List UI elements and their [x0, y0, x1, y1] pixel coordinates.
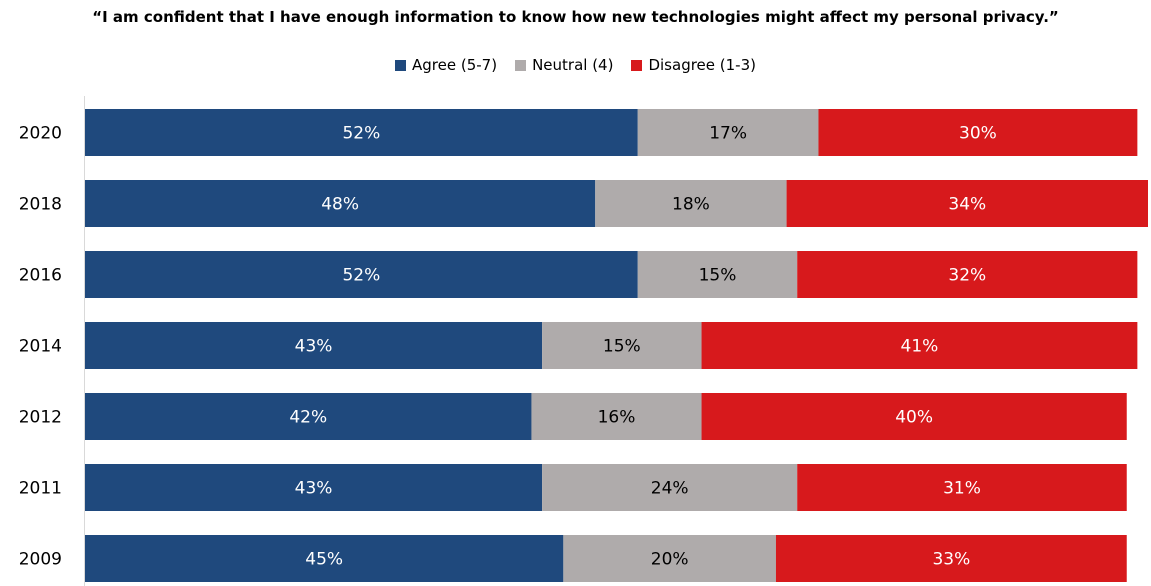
bar-segment [85, 322, 543, 369]
data-label: 42% [289, 408, 327, 428]
bar-segment [595, 180, 787, 227]
bar-segment [797, 464, 1127, 511]
y-tick-label: 2018 [19, 195, 62, 215]
legend-label: Agree (5-7) [412, 56, 498, 74]
data-label: 16% [598, 408, 636, 428]
data-label: 52% [342, 266, 380, 286]
legend-swatch [395, 59, 407, 71]
bar-segment [775, 535, 1127, 582]
bar-segment [701, 393, 1127, 440]
bar-segment [637, 251, 798, 298]
data-label: 15% [603, 337, 641, 357]
y-tick-label: 2014 [19, 337, 62, 357]
bar-segment [531, 393, 702, 440]
bar-segment [786, 180, 1148, 227]
y-tick-label: 2016 [19, 266, 62, 286]
chart-legend: Agree (5-7) Neutral (4) Disagree (1-3) [0, 56, 1151, 74]
legend-item: Agree (5-7) [395, 56, 497, 74]
data-label: 24% [651, 479, 689, 499]
data-label: 48% [321, 195, 359, 215]
bar-segment [85, 535, 564, 582]
data-label: 43% [295, 479, 333, 499]
data-label: 34% [948, 195, 986, 215]
bar-segment [542, 322, 702, 369]
y-tick-label: 2020 [19, 124, 62, 144]
legend-swatch [631, 59, 643, 71]
bar-segment [797, 251, 1138, 298]
data-label: 31% [943, 479, 981, 499]
data-label: 52% [342, 124, 380, 144]
legend-item: Neutral (4) [515, 56, 613, 74]
bar-segment [85, 393, 532, 440]
data-label: 33% [932, 550, 970, 570]
legend-swatch [515, 59, 527, 71]
data-label: 20% [651, 550, 689, 570]
y-tick-label: 2009 [19, 550, 62, 570]
data-label: 17% [709, 124, 747, 144]
chart-title: “I am confident that I have enough infor… [92, 8, 1059, 26]
bar-segment [85, 251, 638, 298]
y-tick-label: 2011 [19, 479, 62, 499]
data-label: 15% [699, 266, 737, 286]
legend-label: Neutral (4) [532, 56, 614, 74]
bar-segment [85, 109, 638, 156]
bar-segment [818, 109, 1138, 156]
data-label: 40% [895, 408, 933, 428]
data-label: 32% [948, 266, 986, 286]
bar-segment [563, 535, 776, 582]
data-label: 45% [305, 550, 343, 570]
bar-segment [542, 464, 798, 511]
bar-segment [85, 180, 596, 227]
data-label: 18% [672, 195, 710, 215]
legend-item: Disagree (1-3) [631, 56, 756, 74]
data-label: 30% [959, 124, 997, 144]
data-label: 41% [901, 337, 939, 357]
bar-segment [85, 464, 543, 511]
y-tick-label: 2012 [19, 408, 62, 428]
legend-label: Disagree (1-3) [648, 56, 756, 74]
bar-segment [637, 109, 819, 156]
bar-segment [701, 322, 1138, 369]
data-label: 43% [295, 337, 333, 357]
